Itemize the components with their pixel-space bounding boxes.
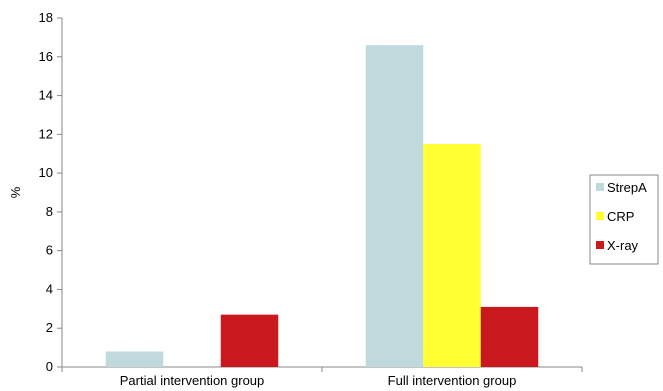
legend: StrepA CRP X-ray	[589, 174, 659, 265]
bar-strepa-2	[365, 45, 424, 368]
legend-swatch	[596, 241, 604, 249]
bar-strepa-1	[105, 351, 164, 367]
x-category-label: Partial intervention group	[120, 373, 265, 388]
legend-swatch	[596, 212, 604, 220]
y-tick-label: 2	[46, 320, 53, 335]
y-axis-title: %	[8, 186, 23, 198]
y-tick-label: 16	[39, 49, 53, 64]
bar-x-ray-1	[220, 314, 279, 367]
bar-x-ray-2	[480, 306, 539, 367]
bars	[105, 45, 539, 368]
legend-label: CRP	[607, 209, 634, 224]
x-axis-labels: Partial intervention group Full intervent…	[120, 373, 517, 388]
y-axis-ticks: 0 2 4 6 8 10 12 14 16 18	[39, 10, 62, 374]
y-tick-label: 8	[46, 204, 53, 219]
legend-swatch	[596, 183, 604, 191]
y-tick-label: 10	[39, 165, 53, 180]
legend-label: StrepA	[607, 180, 647, 195]
bar-crp-2	[423, 144, 481, 367]
y-tick-label: 6	[46, 243, 53, 258]
x-category-label: Full intervention group	[388, 373, 517, 388]
y-tick-label: 0	[46, 359, 53, 374]
y-tick-label: 18	[39, 10, 53, 25]
y-tick-label: 12	[39, 126, 53, 141]
y-tick-label: 4	[46, 281, 53, 296]
y-tick-label: 14	[39, 88, 53, 103]
legend-label: X-ray	[607, 238, 639, 253]
